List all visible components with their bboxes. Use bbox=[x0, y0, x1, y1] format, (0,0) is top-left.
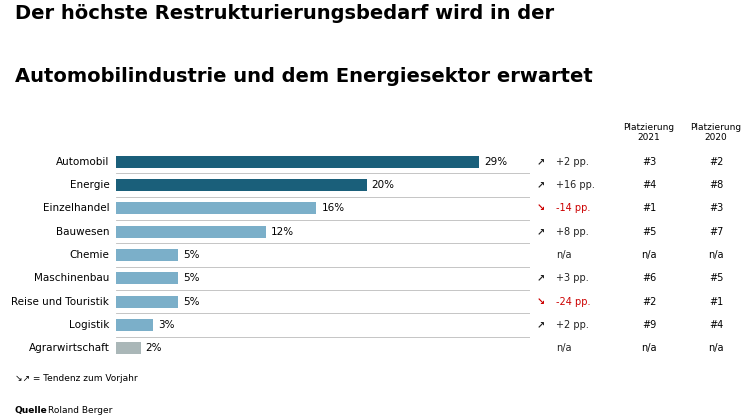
Text: Bauwesen: Bauwesen bbox=[56, 227, 110, 237]
Text: n/a: n/a bbox=[709, 250, 724, 260]
Text: #1: #1 bbox=[642, 203, 656, 213]
Bar bbox=[116, 179, 366, 191]
Text: #1: #1 bbox=[709, 297, 724, 307]
Text: #8: #8 bbox=[709, 180, 724, 190]
Text: 5%: 5% bbox=[184, 297, 200, 307]
Text: Quelle: Quelle bbox=[15, 406, 48, 415]
Text: #5: #5 bbox=[709, 273, 724, 283]
Text: +3 pp.: +3 pp. bbox=[556, 273, 589, 283]
Text: Platzierung
2021: Platzierung 2021 bbox=[624, 123, 674, 142]
Text: +16 pp.: +16 pp. bbox=[556, 180, 595, 190]
Text: #7: #7 bbox=[709, 227, 724, 237]
Text: #3: #3 bbox=[709, 203, 724, 213]
Text: #4: #4 bbox=[642, 180, 656, 190]
Bar bbox=[116, 226, 266, 238]
Text: ↘: ↘ bbox=[537, 297, 545, 307]
Text: Reise und Touristik: Reise und Touristik bbox=[11, 297, 110, 307]
Text: ↗: ↗ bbox=[537, 157, 545, 167]
Bar bbox=[116, 342, 141, 354]
Text: n/a: n/a bbox=[642, 343, 656, 353]
Text: Logistik: Logistik bbox=[69, 320, 110, 330]
Text: Platzierung
2020: Platzierung 2020 bbox=[691, 123, 742, 142]
Bar bbox=[116, 295, 178, 308]
Text: #9: #9 bbox=[642, 320, 656, 330]
Text: Einzelhandel: Einzelhandel bbox=[43, 203, 110, 213]
Text: +2 pp.: +2 pp. bbox=[556, 157, 589, 167]
Text: ↗: ↗ bbox=[537, 273, 545, 283]
Text: Agrarwirtschaft: Agrarwirtschaft bbox=[28, 343, 110, 353]
Text: 16%: 16% bbox=[322, 203, 345, 213]
Text: 3%: 3% bbox=[158, 320, 175, 330]
Text: -14 pp.: -14 pp. bbox=[556, 203, 590, 213]
Bar bbox=[116, 202, 316, 215]
Text: #3: #3 bbox=[642, 157, 656, 167]
Text: n/a: n/a bbox=[709, 343, 724, 353]
Text: Maschinenbau: Maschinenbau bbox=[34, 273, 110, 283]
Text: -24 pp.: -24 pp. bbox=[556, 297, 590, 307]
Text: Automobilindustrie und dem Energiesektor erwartet: Automobilindustrie und dem Energiesektor… bbox=[15, 67, 592, 86]
Text: #6: #6 bbox=[642, 273, 656, 283]
Text: Der höchste Restrukturierungsbedarf wird in der: Der höchste Restrukturierungsbedarf wird… bbox=[15, 4, 554, 23]
Text: n/a: n/a bbox=[556, 343, 571, 353]
Text: Chemie: Chemie bbox=[69, 250, 110, 260]
Text: 5%: 5% bbox=[184, 250, 200, 260]
Text: 12%: 12% bbox=[272, 227, 295, 237]
Text: Roland Berger: Roland Berger bbox=[48, 406, 113, 415]
Text: #4: #4 bbox=[709, 320, 724, 330]
Text: 2%: 2% bbox=[145, 343, 162, 353]
Text: #5: #5 bbox=[642, 227, 656, 237]
Text: ↘: ↘ bbox=[537, 203, 545, 213]
Text: #2: #2 bbox=[709, 157, 724, 167]
Bar bbox=[116, 249, 178, 261]
Text: n/a: n/a bbox=[556, 250, 571, 260]
Text: Energie: Energie bbox=[69, 180, 110, 190]
Text: 5%: 5% bbox=[184, 273, 200, 283]
Bar bbox=[116, 156, 480, 168]
Text: n/a: n/a bbox=[642, 250, 656, 260]
Bar bbox=[116, 319, 153, 331]
Text: 20%: 20% bbox=[372, 180, 395, 190]
Text: ↗: ↗ bbox=[537, 227, 545, 237]
Text: +2 pp.: +2 pp. bbox=[556, 320, 589, 330]
Text: Automobil: Automobil bbox=[56, 157, 110, 167]
Text: +8 pp.: +8 pp. bbox=[556, 227, 589, 237]
Bar bbox=[116, 272, 178, 285]
Text: ↗: ↗ bbox=[537, 320, 545, 330]
Text: 29%: 29% bbox=[484, 157, 507, 167]
Text: ↗: ↗ bbox=[537, 180, 545, 190]
Text: #2: #2 bbox=[642, 297, 656, 307]
Text: ↘↗ = Tendenz zum Vorjahr: ↘↗ = Tendenz zum Vorjahr bbox=[15, 375, 137, 383]
